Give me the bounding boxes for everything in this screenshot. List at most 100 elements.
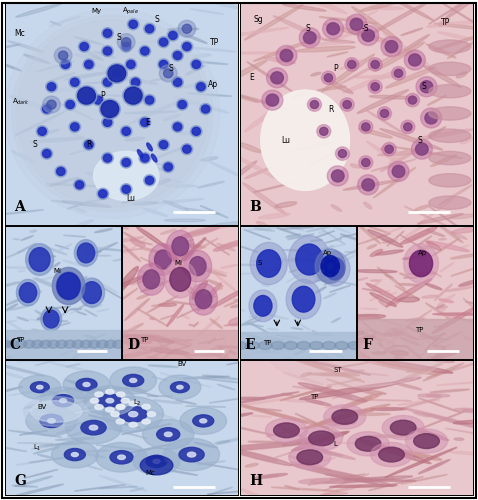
Ellipse shape xyxy=(16,460,43,465)
Circle shape xyxy=(106,407,114,412)
Ellipse shape xyxy=(275,335,300,338)
Ellipse shape xyxy=(51,422,99,424)
Ellipse shape xyxy=(229,413,253,418)
Ellipse shape xyxy=(181,243,203,259)
Circle shape xyxy=(421,108,442,128)
Circle shape xyxy=(169,32,177,40)
Ellipse shape xyxy=(100,95,152,97)
Ellipse shape xyxy=(435,36,478,51)
Ellipse shape xyxy=(20,290,32,295)
Ellipse shape xyxy=(425,240,469,252)
Ellipse shape xyxy=(290,462,320,467)
Ellipse shape xyxy=(397,450,429,458)
Ellipse shape xyxy=(42,246,67,255)
Ellipse shape xyxy=(220,264,239,268)
Ellipse shape xyxy=(227,161,257,183)
Ellipse shape xyxy=(359,128,392,138)
Ellipse shape xyxy=(122,200,134,203)
Ellipse shape xyxy=(438,185,472,206)
Circle shape xyxy=(54,47,72,64)
Ellipse shape xyxy=(128,94,151,96)
Ellipse shape xyxy=(119,338,140,344)
Circle shape xyxy=(147,412,156,416)
Ellipse shape xyxy=(400,337,420,345)
Ellipse shape xyxy=(99,486,138,488)
Text: C: C xyxy=(10,338,21,352)
Ellipse shape xyxy=(426,20,478,27)
Circle shape xyxy=(200,419,207,423)
Ellipse shape xyxy=(277,426,302,436)
Ellipse shape xyxy=(147,143,152,151)
Ellipse shape xyxy=(424,332,445,351)
Circle shape xyxy=(392,166,405,177)
Ellipse shape xyxy=(228,318,246,326)
Circle shape xyxy=(361,158,370,166)
Ellipse shape xyxy=(324,276,343,281)
Ellipse shape xyxy=(372,444,415,458)
Ellipse shape xyxy=(173,30,207,44)
Text: BV: BV xyxy=(177,362,187,368)
Circle shape xyxy=(176,99,188,110)
Ellipse shape xyxy=(322,360,351,372)
Ellipse shape xyxy=(400,234,426,251)
Circle shape xyxy=(315,249,345,284)
Ellipse shape xyxy=(76,72,108,77)
Ellipse shape xyxy=(66,364,80,367)
Ellipse shape xyxy=(140,258,172,272)
Ellipse shape xyxy=(343,478,394,482)
Ellipse shape xyxy=(49,72,75,82)
Ellipse shape xyxy=(0,446,27,452)
Ellipse shape xyxy=(8,322,26,332)
Ellipse shape xyxy=(185,241,192,248)
Ellipse shape xyxy=(64,235,86,237)
Ellipse shape xyxy=(289,270,298,272)
Circle shape xyxy=(299,28,320,48)
Ellipse shape xyxy=(55,102,94,120)
Ellipse shape xyxy=(129,159,163,165)
Ellipse shape xyxy=(143,208,168,216)
Ellipse shape xyxy=(461,138,473,144)
Circle shape xyxy=(182,24,192,33)
Ellipse shape xyxy=(366,141,412,172)
Ellipse shape xyxy=(131,276,158,285)
Ellipse shape xyxy=(417,410,467,430)
Ellipse shape xyxy=(174,350,196,361)
Circle shape xyxy=(101,100,119,117)
Ellipse shape xyxy=(113,226,128,228)
Ellipse shape xyxy=(320,386,379,396)
Ellipse shape xyxy=(95,228,112,232)
Circle shape xyxy=(425,112,437,124)
Ellipse shape xyxy=(429,174,471,187)
Ellipse shape xyxy=(417,354,426,356)
Circle shape xyxy=(195,81,207,92)
Ellipse shape xyxy=(174,96,228,113)
Ellipse shape xyxy=(426,394,441,396)
Ellipse shape xyxy=(10,484,64,498)
Ellipse shape xyxy=(186,304,203,306)
Circle shape xyxy=(189,256,206,276)
Ellipse shape xyxy=(83,82,112,84)
Circle shape xyxy=(324,74,333,82)
Ellipse shape xyxy=(463,336,474,341)
Circle shape xyxy=(163,438,219,470)
Ellipse shape xyxy=(282,4,326,11)
Ellipse shape xyxy=(303,0,347,14)
Ellipse shape xyxy=(148,365,178,368)
Circle shape xyxy=(83,139,95,150)
Ellipse shape xyxy=(438,18,450,26)
Ellipse shape xyxy=(185,406,226,407)
Circle shape xyxy=(123,86,144,105)
Circle shape xyxy=(144,94,155,106)
Ellipse shape xyxy=(129,172,182,182)
Circle shape xyxy=(322,264,327,269)
Ellipse shape xyxy=(308,148,339,167)
Circle shape xyxy=(172,122,184,132)
Ellipse shape xyxy=(67,388,117,397)
Ellipse shape xyxy=(168,254,193,262)
Ellipse shape xyxy=(35,310,46,317)
Ellipse shape xyxy=(357,356,367,357)
Ellipse shape xyxy=(266,422,327,436)
Ellipse shape xyxy=(233,342,247,349)
Ellipse shape xyxy=(75,484,125,491)
Ellipse shape xyxy=(298,440,318,446)
